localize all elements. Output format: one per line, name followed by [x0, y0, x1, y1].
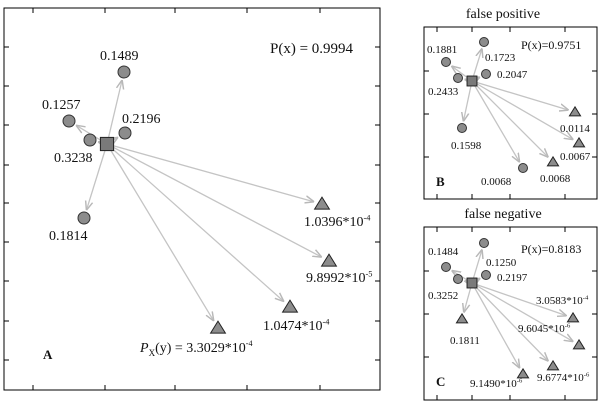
panel-a-px-label: P(x) = 0.9994	[270, 41, 354, 57]
triangle-node	[209, 320, 227, 334]
circle-node	[453, 73, 463, 83]
node-probability-label: 0.1814	[49, 229, 88, 244]
edge-arrow	[471, 80, 573, 139]
node-probability-label: 9.1490*10-6	[470, 378, 523, 390]
node-probability-label: 0.1250	[486, 257, 517, 269]
edge-arrow	[471, 282, 548, 361]
node-probability-label: 0.3238	[54, 151, 93, 166]
node-probability-label: 1.0474*10-4	[263, 317, 330, 334]
node-probability-label: 0.1489	[100, 49, 139, 64]
panel-a-frame	[3, 7, 381, 391]
node-probability-label: 0.2047	[497, 69, 528, 81]
node-probability-label: 0.0068	[540, 173, 571, 185]
node-probability-label: 0.1598	[451, 140, 482, 152]
circle-node	[118, 126, 132, 140]
triangle-node	[568, 105, 582, 117]
edge-arrow	[471, 282, 566, 316]
edge-arrow	[464, 80, 473, 121]
triangle-node	[320, 253, 338, 267]
panel-c-title: false negative	[464, 207, 541, 222]
node-probability-label: 0.1881	[427, 44, 457, 56]
circle-node	[481, 270, 491, 280]
panel-a-py-label: PX(y) = 3.3029*10-4	[139, 339, 252, 358]
circle-node	[77, 211, 91, 225]
panel-a: 0.1489 0.1257 0.3238 0.2196 0.1814 1.0396*10-…	[3, 7, 381, 391]
triangle-node	[546, 155, 560, 167]
node-probability-label: 0.0114	[560, 123, 590, 135]
triangle-node	[572, 338, 586, 350]
panel-b-px-label: P(x)=0.9751	[521, 38, 581, 52]
node-probability-label: 0.1257	[42, 98, 81, 113]
node-probability-label: 9.6045*10-6	[518, 323, 571, 335]
edge-arrow	[106, 81, 122, 145]
triangle-node	[313, 196, 331, 210]
node-probability-label: 0.1723	[485, 52, 516, 64]
node-probability-label: 0.1484	[428, 246, 459, 258]
node-probability-label: 1.0396*10-4	[304, 213, 371, 230]
circle-node	[479, 37, 489, 47]
node-probability-label: 0.2433	[428, 86, 459, 98]
panel-b-title: false positive	[466, 7, 540, 22]
edge-arrow	[106, 143, 283, 301]
triangle-node	[566, 311, 580, 323]
edge-arrow	[471, 282, 573, 341]
edge-arrow	[106, 143, 313, 202]
circle-node	[62, 114, 76, 128]
node-probability-label: 0.2197	[497, 272, 528, 284]
edge-arrow	[87, 143, 108, 209]
triangle-node	[572, 136, 586, 148]
panel-c-letter: C	[436, 374, 445, 389]
panel-b-letter: B	[436, 174, 445, 189]
circle-node	[479, 238, 489, 248]
triangle-node	[281, 299, 299, 313]
node-probability-label: 9.8992*10-5	[306, 269, 372, 286]
edge-arrow	[471, 282, 519, 367]
node-probability-label: 0.2196	[122, 112, 161, 127]
panel-c: false negative 0.1250 0.1484 0.3252 0.2197 0…	[423, 207, 598, 401]
circle-node	[457, 123, 467, 133]
source-square-node	[466, 277, 478, 289]
triangle-node	[455, 312, 469, 324]
edge-arrow	[106, 143, 321, 257]
circle-node	[117, 65, 131, 79]
node-probability-label: 0.3252	[428, 290, 458, 302]
edge-arrow	[471, 80, 548, 157]
triangle-node	[516, 367, 530, 379]
panel-b: false positive 0.1723 0.1881 0.2433 0.2047 0…	[423, 7, 598, 200]
node-probability-label: 0.0067	[560, 151, 591, 163]
circle-node	[83, 133, 97, 147]
circle-node	[441, 57, 451, 67]
panel-a-letter: A	[43, 347, 53, 362]
circle-node	[453, 274, 463, 284]
source-square-node	[466, 75, 478, 87]
circle-node	[441, 262, 451, 272]
edge-arrow	[471, 80, 568, 110]
edge-arrow	[471, 80, 519, 162]
edge-arrow	[106, 143, 213, 320]
circle-node	[518, 163, 528, 173]
panel-c-px-label: P(x)=0.8183	[521, 242, 581, 256]
node-probability-label: 0.0068	[481, 176, 512, 188]
circle-node	[481, 69, 491, 79]
node-probability-label: 9.6774*10-6	[537, 372, 590, 384]
source-square-node	[99, 136, 115, 152]
triangle-node	[546, 359, 560, 371]
node-probability-label: 0.1811	[450, 335, 480, 347]
node-probability-label: 3.0583*10-4	[536, 295, 589, 307]
